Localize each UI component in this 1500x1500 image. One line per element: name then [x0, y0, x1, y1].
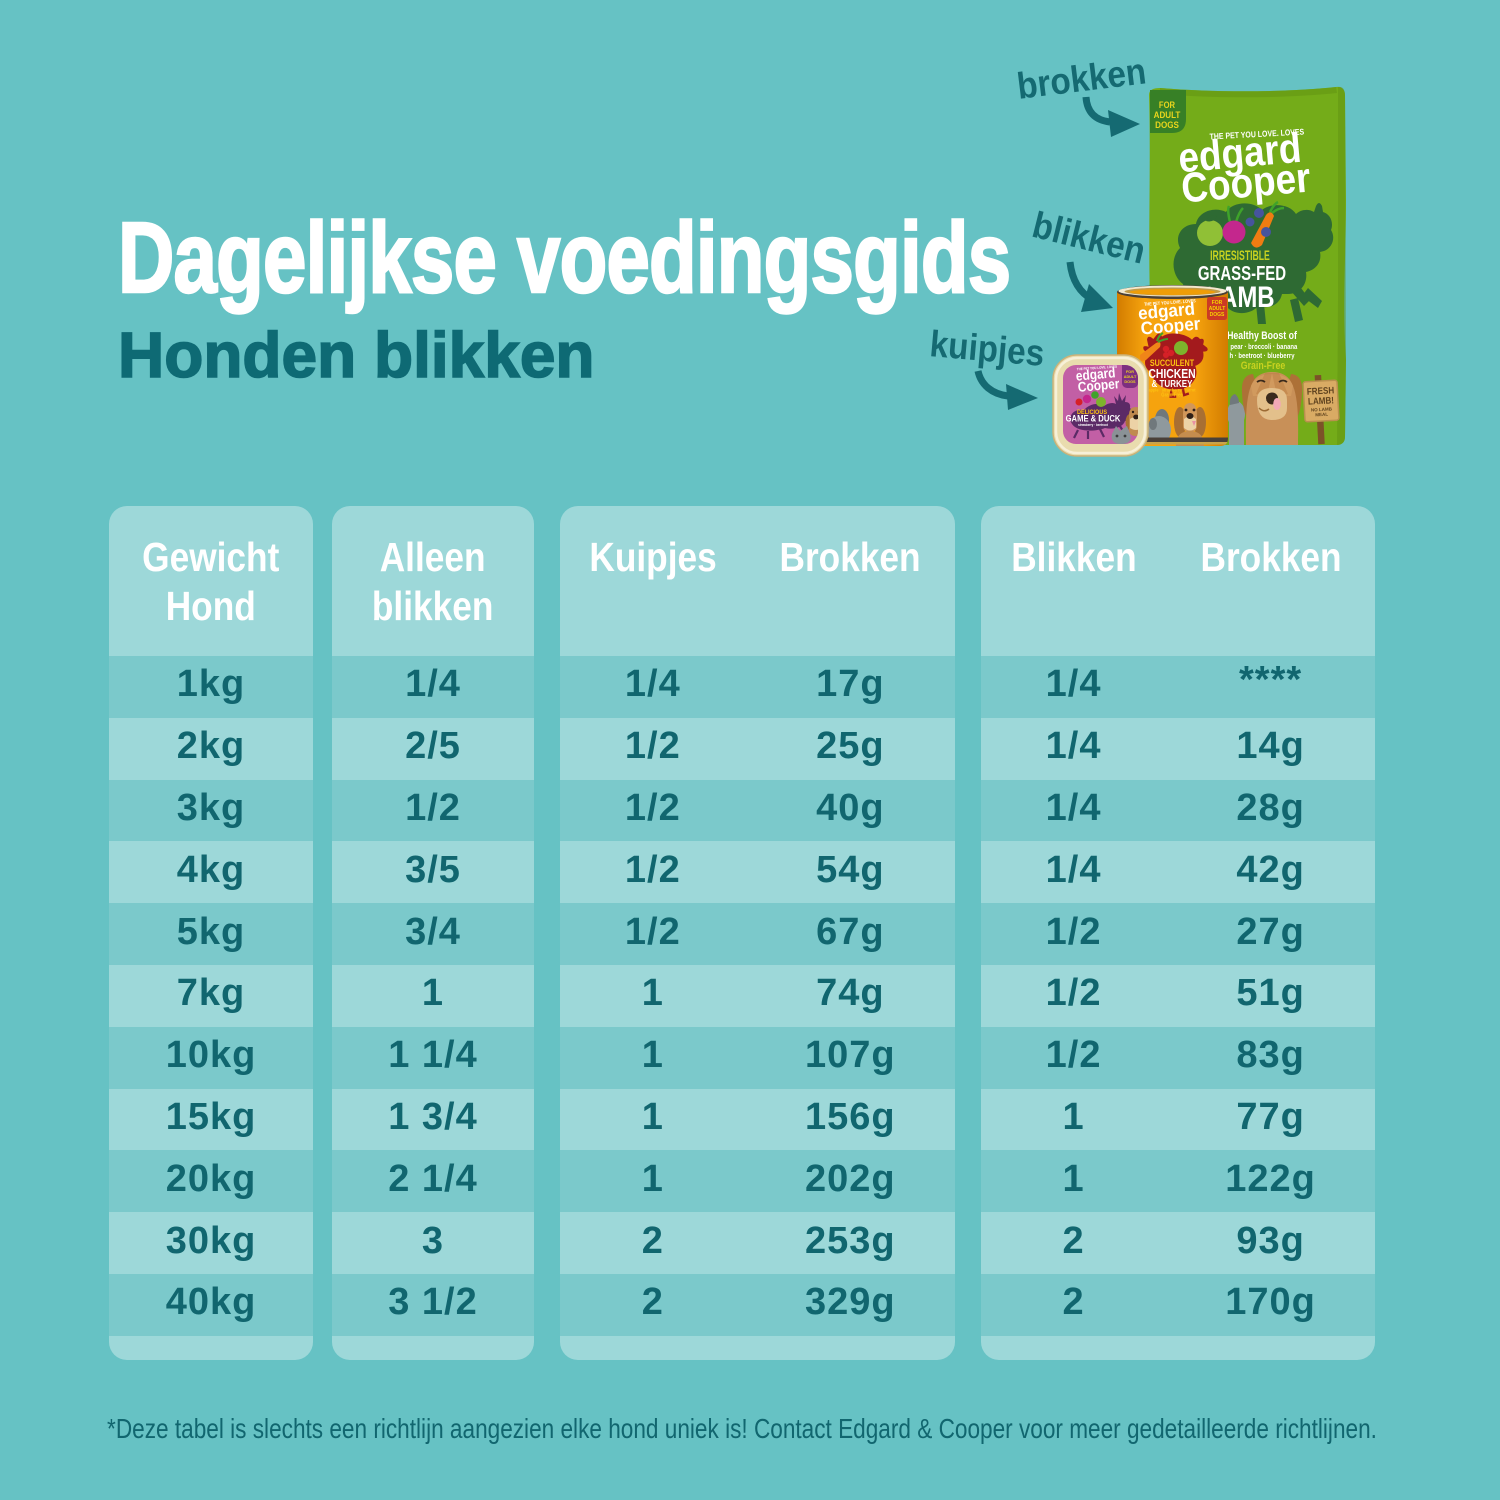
svg-text:ADULT: ADULT: [1209, 306, 1226, 312]
svg-text:IRRESISTIBLE: IRRESISTIBLE: [1210, 248, 1270, 264]
svg-text:FRESH: FRESH: [1307, 385, 1335, 397]
svg-text:apple · strawberry · carrot: apple · strawberry · carrot: [1149, 387, 1197, 392]
svg-text:NO LAMB: NO LAMB: [1311, 406, 1333, 412]
svg-text:DOGS: DOGS: [1124, 380, 1136, 384]
svg-text:edgard: edgard: [1137, 298, 1196, 323]
svg-text:LAMB!: LAMB!: [1308, 395, 1335, 407]
svg-text:GRASS-FED: GRASS-FED: [1198, 262, 1286, 285]
svg-text:FOR: FOR: [1126, 370, 1134, 374]
svg-text:Grain-Free: Grain-Free: [1241, 360, 1286, 372]
svg-text:Cooper: Cooper: [1077, 375, 1120, 395]
svg-text:Grain-Free: Grain-Free: [1161, 392, 1183, 397]
svg-text:brokken: brokken: [1015, 51, 1149, 107]
svg-text:blikken: blikken: [1028, 205, 1149, 273]
svg-text:SUCCULENT: SUCCULENT: [1150, 358, 1194, 368]
svg-text:MEAL: MEAL: [1315, 412, 1328, 418]
svg-text:DOGS: DOGS: [1210, 312, 1225, 318]
svg-text:FOR: FOR: [1212, 300, 1223, 306]
svg-text:THE PET YOU LOVE. LOVES: THE PET YOU LOVE. LOVES: [1077, 364, 1118, 371]
svg-text:Cooper: Cooper: [1179, 154, 1312, 212]
svg-text:strawberry · beetroot: strawberry · beetroot: [1078, 423, 1108, 427]
svg-text:GAME & DUCK: GAME & DUCK: [1066, 413, 1121, 424]
svg-text:THE PET YOU LOVE. LOVES: THE PET YOU LOVE. LOVES: [1144, 298, 1196, 307]
svg-text:DELICIOUS: DELICIOUS: [1077, 410, 1107, 416]
svg-text:FOR: FOR: [1159, 99, 1175, 110]
svg-text:ADULT: ADULT: [1154, 109, 1181, 120]
svg-text:edgard: edgard: [1176, 125, 1303, 182]
svg-text:edgard: edgard: [1075, 364, 1116, 384]
svg-text:ADULT: ADULT: [1124, 375, 1137, 379]
svg-text:· pear · broccoli · banana: · pear · broccoli · banana: [1227, 344, 1298, 352]
svg-text:DOGS: DOGS: [1155, 119, 1179, 130]
svg-text:& TURKEY: & TURKEY: [1152, 378, 1193, 389]
svg-text:kuipjes: kuipjes: [928, 324, 1046, 375]
svg-text:CHICKEN: CHICKEN: [1148, 367, 1195, 381]
svg-text:h · beetroot · blueberry: h · beetroot · blueberry: [1229, 353, 1294, 361]
svg-text:Healthy Boost of: Healthy Boost of: [1227, 330, 1297, 342]
